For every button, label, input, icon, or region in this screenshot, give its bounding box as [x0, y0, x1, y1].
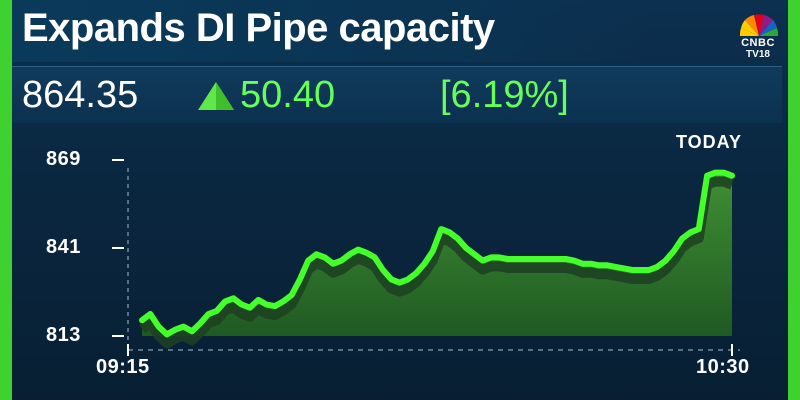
- x-tick-label: 09:15: [96, 356, 150, 378]
- y-tick-label: 841: [46, 236, 81, 258]
- x-tick-label: 10:30: [696, 356, 750, 378]
- period-label: TODAY: [676, 132, 743, 152]
- series-line-shadow: [138, 176, 734, 349]
- series-line: [139, 169, 735, 338]
- logo-tv18-text: TV18: [746, 49, 770, 60]
- change-percent: [6.19%]: [440, 74, 569, 116]
- quote-box: [12, 66, 782, 123]
- headline: Expands DI Pipe capacity: [22, 6, 495, 50]
- left-frame: [0, 0, 12, 400]
- up-triangle-icon: [198, 82, 234, 110]
- logo-cnbc-text: CNBC: [741, 37, 775, 49]
- change-value: 50.40: [240, 74, 336, 116]
- cnbc-peacock-icon: [739, 14, 779, 36]
- price-value: 864.35: [22, 74, 139, 116]
- y-tick-label: 869: [46, 148, 81, 170]
- headline-bar: [12, 0, 652, 62]
- right-frame: [788, 0, 800, 400]
- y-tick-label: 813: [46, 324, 81, 346]
